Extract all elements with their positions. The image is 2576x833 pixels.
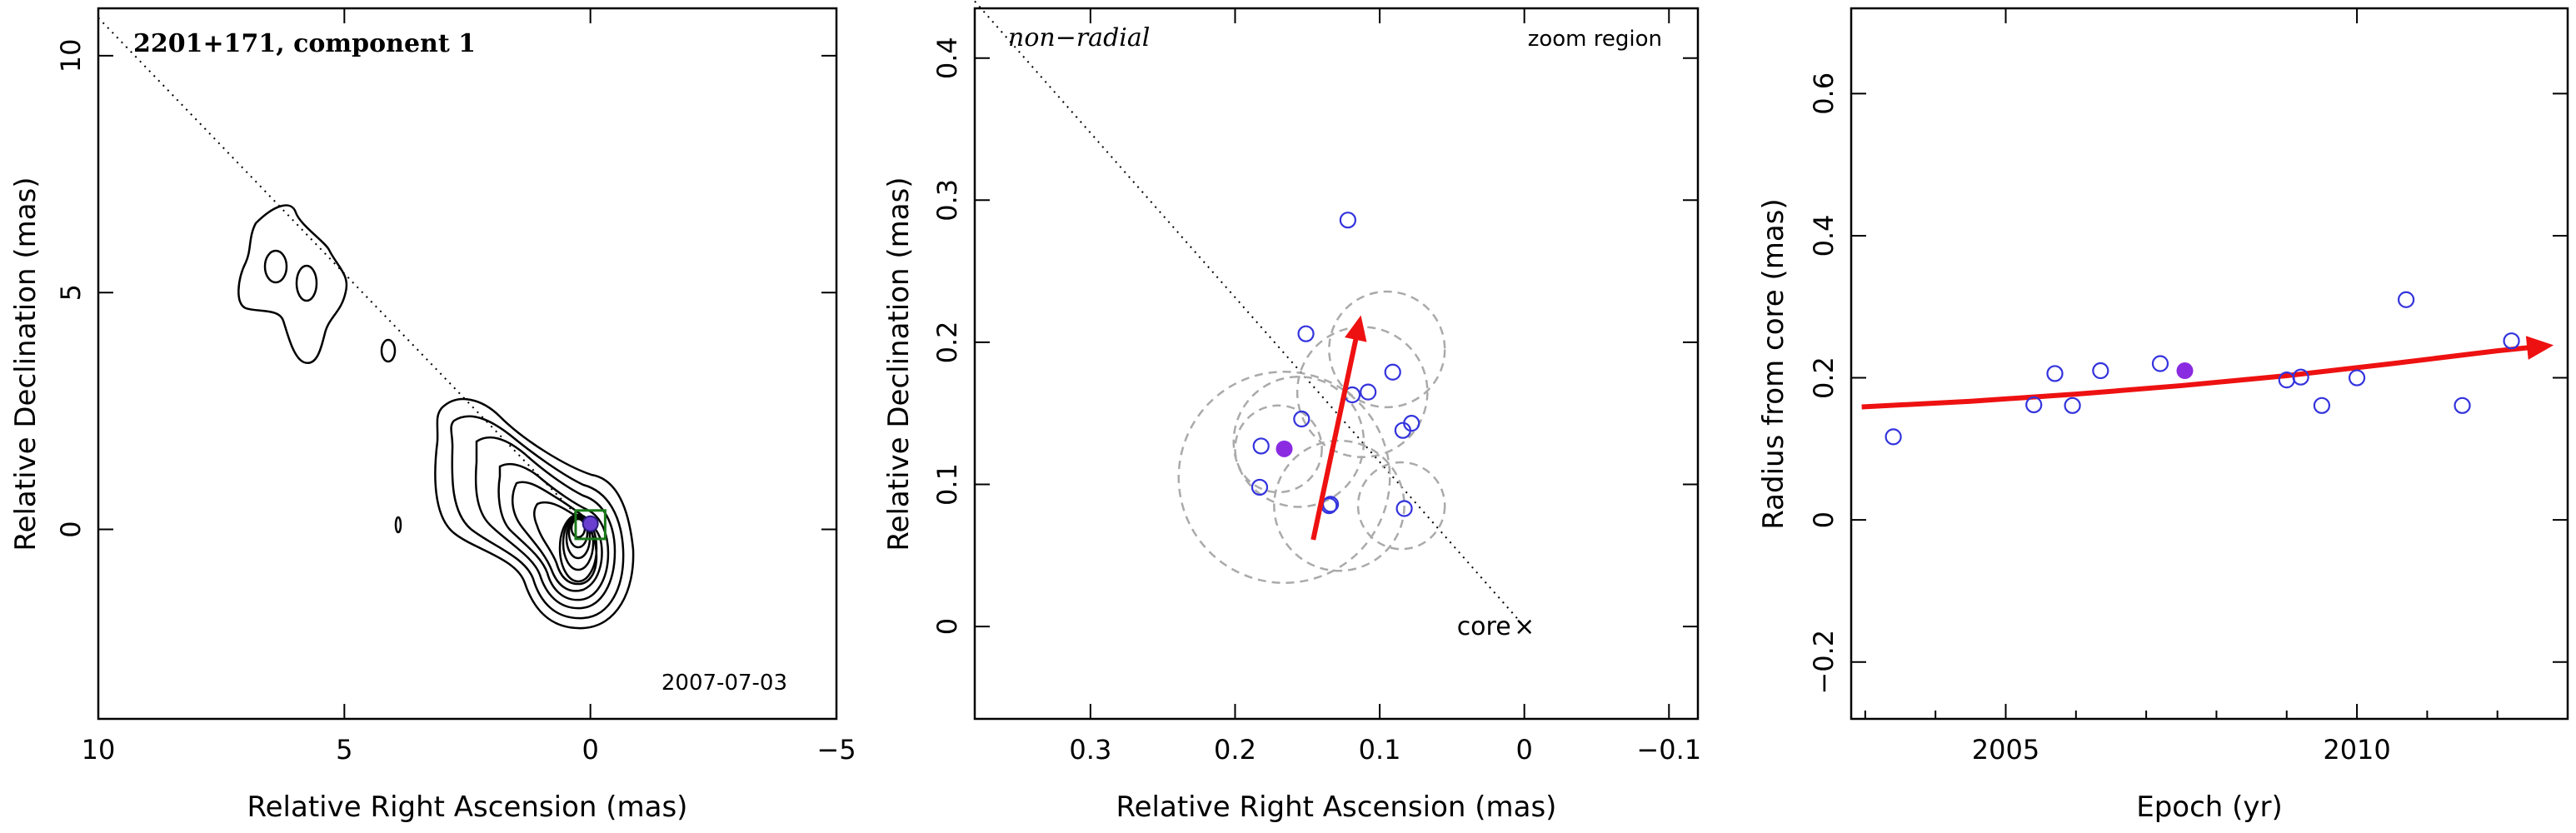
panel-2-highlight-point — [1276, 440, 1293, 457]
panel-2-ticks — [975, 8, 1698, 719]
data-point — [2454, 397, 2471, 414]
panel-3-tick-labels: 2005 2010 −0.2 0 0.2 0.4 0.6 — [1808, 72, 2391, 766]
panel-1-component-marker — [582, 515, 599, 532]
panel-2-zoom-region: 0.3 0.2 0.1 0 −0.1 0 0.1 0.2 0.3 0.4 non−radial z… — [882, 0, 1701, 824]
data-point — [1394, 421, 1411, 439]
panel-2-arrow-shaft — [1310, 331, 1360, 541]
panel-2-points — [1251, 212, 1420, 517]
y-tick-label: 0.3 — [931, 179, 963, 222]
panel-1-direction-line — [97, 17, 592, 531]
data-point — [1384, 363, 1401, 381]
panel-3-highlight-point — [2176, 362, 2194, 380]
x-tick-label: 2005 — [1972, 734, 2039, 766]
panel-1-frame — [97, 7, 838, 721]
panel-1-xlabel: Relative Right Ascension (mas) — [247, 791, 688, 824]
data-point — [2046, 365, 2064, 382]
data-point — [2503, 332, 2520, 350]
panel-1-tick-labels: 10 5 0 −5 0 5 10 — [55, 39, 856, 766]
panel-1-title: 2201+171, component 1 — [133, 29, 476, 58]
panel-2-tick-labels: 0.3 0.2 0.1 0 −0.1 0 0.1 0.2 0.3 0.4 — [931, 37, 1701, 766]
panel-2-arrow-head — [1345, 315, 1367, 342]
panel-3-xlabel: Epoch (yr) — [2136, 791, 2283, 824]
panel-3-radius-vs-epoch: 2005 2010 −0.2 0 0.2 0.4 0.6 Epoch (yr) Radius… — [1757, 7, 2569, 824]
y-tick-label: 10 — [55, 39, 87, 73]
panel-2-frame — [973, 7, 1700, 721]
x-tick-label: 5 — [336, 734, 352, 766]
panel-3-ticks — [1851, 8, 2568, 719]
panel-2-zoom-label: zoom region — [1528, 27, 1662, 52]
x-tick-label: 10 — [82, 734, 116, 766]
panel-3-fit-curve — [1861, 344, 2536, 410]
panel-1-contour-map: 10 5 0 −5 0 5 10 2201+171, component 1 — [9, 7, 856, 824]
x-tick-label: 0 — [1516, 734, 1533, 766]
x-tick-label: −0.1 — [1636, 734, 1701, 766]
panel-3-fit-arrow-head — [2525, 336, 2554, 360]
panel-1-epoch-label: 2007-07-03 — [661, 671, 787, 696]
y-tick-label: 0.2 — [1808, 357, 1840, 399]
data-point — [1251, 478, 1269, 496]
panel-2-nonradial-label: non−radial — [1008, 23, 1150, 52]
panel-1-zoom-box — [574, 509, 607, 541]
y-tick-label: 0 — [931, 618, 963, 635]
data-point — [2151, 355, 2169, 372]
x-tick-label: 0.1 — [1359, 734, 1401, 766]
y-tick-label: 0 — [1808, 511, 1840, 528]
panel-2-core-marker: × — [1514, 612, 1535, 641]
panel-1-contours — [237, 204, 635, 630]
panel-3-ylabel: Radius from core (mas) — [1757, 198, 1790, 529]
data-point — [2313, 397, 2331, 414]
y-tick-label: 0.4 — [1808, 215, 1840, 257]
x-tick-label: 0 — [582, 734, 598, 766]
uncertainty-circle — [1328, 290, 1446, 409]
y-tick-label: 0 — [55, 521, 87, 537]
data-point — [2064, 397, 2081, 414]
data-point — [1395, 500, 1413, 517]
panel-1-ticks — [97, 8, 837, 719]
x-tick-label: −5 — [816, 734, 856, 766]
data-point — [2025, 396, 2043, 414]
uncertainty-circle — [1295, 326, 1429, 458]
y-tick-label: −0.2 — [1808, 630, 1840, 695]
data-point — [1339, 212, 1356, 229]
y-tick-label: 0.6 — [1808, 72, 1840, 115]
panel-3-points — [1885, 291, 2520, 446]
uncertainty-circle — [1234, 404, 1323, 494]
data-point — [1293, 410, 1310, 428]
y-tick-label: 0.1 — [931, 463, 963, 506]
data-point — [1360, 383, 1377, 401]
panel-2-direction-line — [974, 0, 1525, 627]
uncertainty-circle — [1356, 461, 1446, 551]
data-point — [2397, 291, 2415, 308]
data-point — [2092, 362, 2109, 380]
x-tick-label: 0.2 — [1214, 734, 1256, 766]
data-point — [1252, 437, 1270, 455]
data-point — [2292, 368, 2309, 386]
data-point — [1885, 428, 1902, 446]
y-tick-label: 5 — [55, 284, 87, 301]
panel-2-xlabel: Relative Right Ascension (mas) — [1116, 791, 1557, 824]
y-tick-label: 0.4 — [931, 37, 963, 79]
data-point — [1297, 325, 1315, 342]
uncertainty-circle — [1177, 371, 1391, 584]
panel-2-uncertainty-circles — [1177, 290, 1446, 584]
uncertainty-circle — [1273, 439, 1405, 572]
panel-2-ylabel: Relative Declination (mas) — [882, 177, 916, 551]
uncertainty-circle — [1232, 375, 1365, 508]
x-tick-label: 2010 — [2323, 734, 2390, 766]
x-tick-label: 0.3 — [1069, 734, 1111, 766]
panel-2-velocity-arrow — [1310, 315, 1367, 541]
panel-2-core-label: core — [1457, 612, 1511, 641]
data-point — [2348, 369, 2366, 387]
panel-1-ylabel: Relative Declination (mas) — [9, 177, 42, 551]
y-tick-label: 0.2 — [931, 321, 963, 363]
panel-3-frame — [1850, 7, 2569, 721]
